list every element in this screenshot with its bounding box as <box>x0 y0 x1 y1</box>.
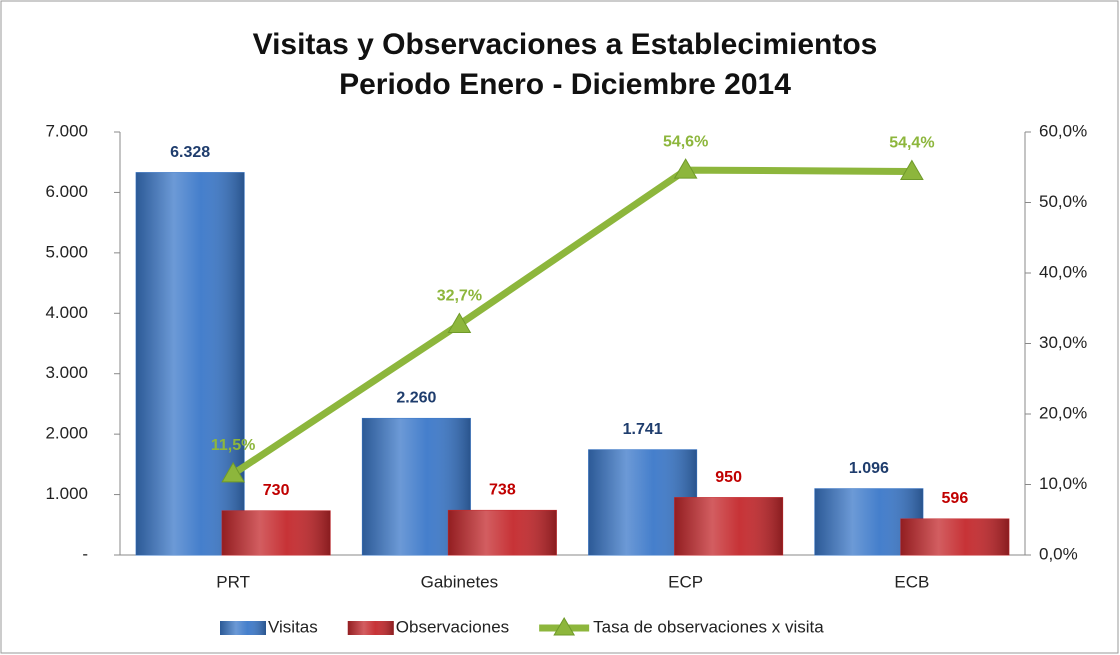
chart-title: Visitas y Observaciones a Establecimient… <box>253 28 878 61</box>
y-tick-label: 6.000 <box>45 182 88 201</box>
marker <box>673 158 698 179</box>
legend-label: Tasa de observaciones x visita <box>593 617 824 636</box>
marker <box>447 312 472 333</box>
legend-label: Observaciones <box>396 617 509 636</box>
y-tick-label: 4.000 <box>45 303 88 322</box>
data-label: 950 <box>715 469 742 486</box>
data-label: 11,5% <box>211 437 255 454</box>
y2-tick-label: 10,0% <box>1039 474 1087 493</box>
y2-tick-label: 0,0% <box>1039 544 1078 563</box>
data-label: 54,4% <box>889 135 934 152</box>
x-tick-label: Gabinetes <box>421 572 499 591</box>
legend-swatch <box>553 617 576 636</box>
y-tick-label: - <box>82 544 88 563</box>
x-tick-label: ECP <box>668 572 703 591</box>
marker <box>221 461 245 483</box>
y-tick-label: 7.000 <box>45 121 88 140</box>
x-tick-label: ECB <box>894 572 929 591</box>
bar-shine <box>674 497 783 555</box>
data-label: 54,6% <box>663 133 708 150</box>
y2-tick-label: 30,0% <box>1039 333 1087 352</box>
bar-shine <box>222 510 331 555</box>
data-label: 738 <box>489 482 516 499</box>
bar-shine <box>900 518 1009 555</box>
marker <box>900 159 924 180</box>
bar-shine <box>448 510 557 555</box>
data-label: 596 <box>942 490 969 507</box>
data-label: 6.328 <box>170 144 210 161</box>
x-tick-label: PRT <box>216 572 250 591</box>
y2-tick-label: 60,0% <box>1039 121 1087 140</box>
y-tick-label: 1.000 <box>45 484 88 503</box>
data-label: 32,7% <box>437 288 482 305</box>
y-tick-label: 3.000 <box>45 363 88 382</box>
y-tick-label: 5.000 <box>45 242 88 261</box>
y-tick-label: 2.000 <box>45 424 88 443</box>
y2-tick-label: 40,0% <box>1039 262 1087 281</box>
legend-swatch <box>347 621 394 635</box>
data-label: 1.741 <box>623 421 663 438</box>
legend-swatch <box>220 621 266 635</box>
legend-label: Visitas <box>268 617 318 636</box>
y2-tick-label: 20,0% <box>1039 403 1087 422</box>
chart-subtitle: Periodo Enero - Diciembre 2014 <box>339 68 791 101</box>
y2-tick-label: 50,0% <box>1039 192 1087 211</box>
line <box>231 166 912 477</box>
bar-shine <box>136 172 245 555</box>
data-label: 2.260 <box>396 390 436 407</box>
data-label: 1.096 <box>849 460 889 477</box>
data-label: 730 <box>263 482 290 499</box>
